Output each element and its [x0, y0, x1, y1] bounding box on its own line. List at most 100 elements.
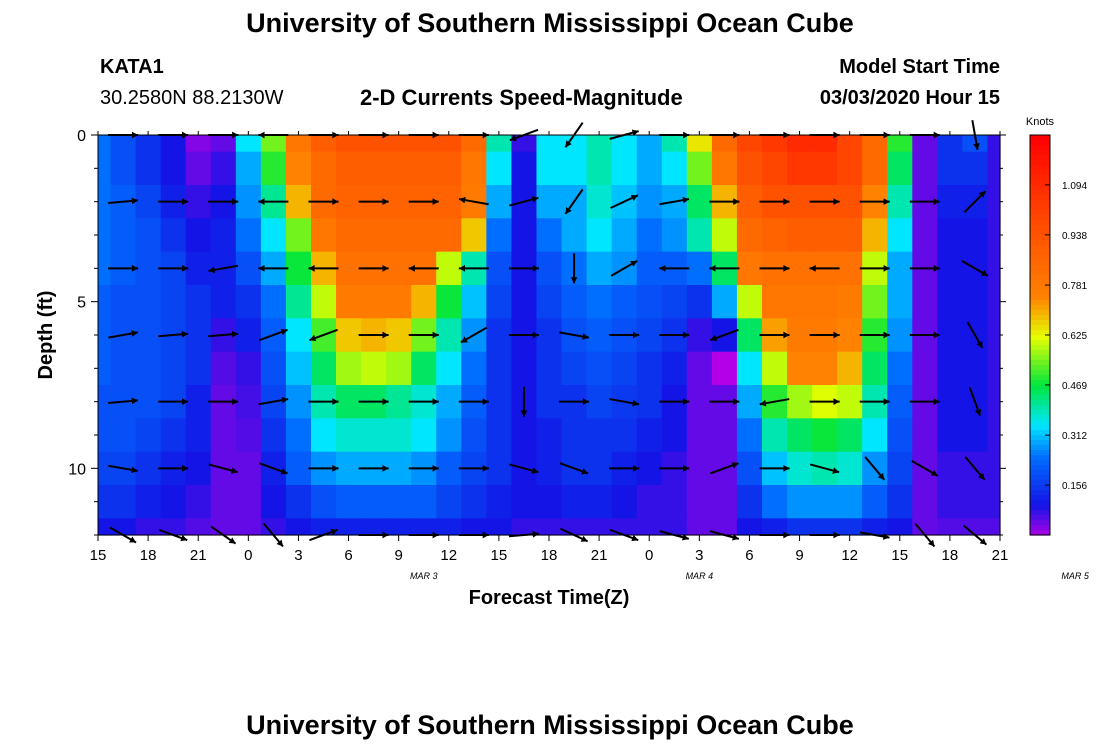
heatmap-cell	[636, 251, 663, 286]
current-vector	[309, 328, 338, 342]
heatmap-cell	[235, 251, 262, 286]
colorbar-step	[1030, 460, 1050, 466]
colorbar-step	[1030, 450, 1050, 456]
heatmap-cell	[386, 385, 412, 419]
heatmap-cell	[285, 285, 312, 319]
heatmap-cell	[361, 218, 387, 253]
heatmap-cell	[536, 151, 563, 186]
colorbar-step	[1030, 175, 1050, 181]
heatmap-cell	[135, 318, 162, 353]
y-axis: 0 5 10	[68, 128, 1006, 536]
heatmap-cell	[436, 451, 462, 486]
current-vector	[859, 198, 890, 206]
current-vector	[759, 198, 790, 206]
heatmap-cell	[336, 518, 362, 536]
heatmap-cell	[436, 135, 462, 153]
heatmap-cell	[411, 518, 437, 536]
heatmap-cell	[135, 485, 162, 519]
current-vector	[859, 331, 890, 339]
current-vector	[460, 326, 488, 344]
heatmap-cell	[837, 251, 863, 286]
heatmap-cell	[686, 418, 713, 453]
heatmap-cell	[160, 218, 187, 253]
heatmap-cell	[235, 485, 262, 519]
current-vector	[108, 464, 139, 474]
station-location: 30.2580N 88.2130W	[100, 87, 284, 109]
heatmap-cell	[310, 218, 337, 253]
heatmap-cell	[135, 151, 162, 186]
heatmap-cell	[110, 285, 137, 319]
current-vector	[968, 387, 982, 417]
colorbar-step	[1030, 440, 1050, 446]
heatmap-cell	[987, 185, 1001, 219]
heatmap-cell	[887, 151, 913, 186]
current-vector	[864, 456, 886, 481]
colorbar-step	[1030, 150, 1050, 156]
colorbar-step	[1030, 270, 1050, 276]
heatmap-cell	[235, 285, 262, 319]
heatmap-cell	[736, 285, 763, 319]
heatmap-cell	[436, 385, 462, 419]
heatmap-cell	[98, 518, 112, 536]
colorbar-step	[1030, 340, 1050, 346]
heatmap-cell	[285, 418, 312, 453]
heatmap-cell	[711, 151, 738, 186]
colorbar-step	[1030, 475, 1050, 481]
heatmap-cell	[937, 318, 964, 353]
heatmap-cell	[686, 485, 713, 519]
heatmap-cell	[736, 485, 763, 519]
current-vector	[659, 398, 690, 406]
heatmap-cell	[536, 485, 563, 519]
heatmap-cell	[661, 151, 688, 186]
colorbar-step	[1030, 260, 1050, 266]
heatmap-cell	[486, 385, 513, 419]
heatmap-cell	[661, 285, 688, 319]
heatmap-cell	[962, 485, 989, 519]
heatmap-cell	[160, 418, 187, 453]
current-vector	[559, 398, 590, 406]
heatmap-cell	[98, 385, 112, 419]
heatmap-cell	[235, 351, 262, 386]
heatmap-cell	[411, 351, 437, 386]
heatmap-cell	[135, 351, 162, 386]
heatmap-cell	[912, 151, 938, 186]
heatmap-cell	[536, 251, 563, 286]
x-tick-label: 3	[294, 547, 302, 564]
current-vector	[458, 398, 489, 406]
heatmap-cell	[586, 385, 613, 419]
colorbar-tick-label: 0.938	[1062, 231, 1087, 242]
y-tick-label: 10	[68, 461, 86, 478]
heatmap-cell	[235, 135, 262, 153]
heatmap-cell	[987, 218, 1001, 253]
current-vector	[964, 456, 986, 481]
current-vector	[358, 331, 389, 339]
current-vector	[509, 463, 539, 474]
current-vector	[859, 398, 890, 406]
heatmap-cell	[336, 135, 362, 153]
colorbar-step	[1030, 465, 1050, 471]
heatmap-cell	[611, 218, 638, 253]
heatmap-cell	[536, 318, 563, 353]
heatmap-cell	[486, 218, 513, 253]
heatmap-cell	[386, 185, 412, 219]
colorbar-step	[1030, 300, 1050, 306]
heatmap-cell	[98, 318, 112, 353]
heatmap-cell	[912, 351, 938, 386]
heatmap-cell	[285, 218, 312, 253]
heatmap-cell	[235, 451, 262, 486]
current-vector	[308, 198, 339, 206]
current-vector	[358, 398, 389, 406]
heatmap-cell	[912, 485, 938, 519]
heatmap-cell	[736, 185, 763, 219]
heatmap-cell	[586, 151, 613, 186]
heatmap-cell	[837, 351, 863, 386]
heatmap-cell	[937, 285, 964, 319]
heatmap-cell	[912, 418, 938, 453]
heatmap-cell	[711, 135, 738, 153]
current-vector	[559, 331, 590, 340]
heatmap-cell	[962, 135, 989, 153]
heatmap-cell	[536, 451, 563, 486]
colorbar-tick-label: 0.156	[1062, 481, 1087, 492]
heatmap-cell	[987, 385, 1001, 419]
heatmap-cell	[962, 151, 989, 186]
